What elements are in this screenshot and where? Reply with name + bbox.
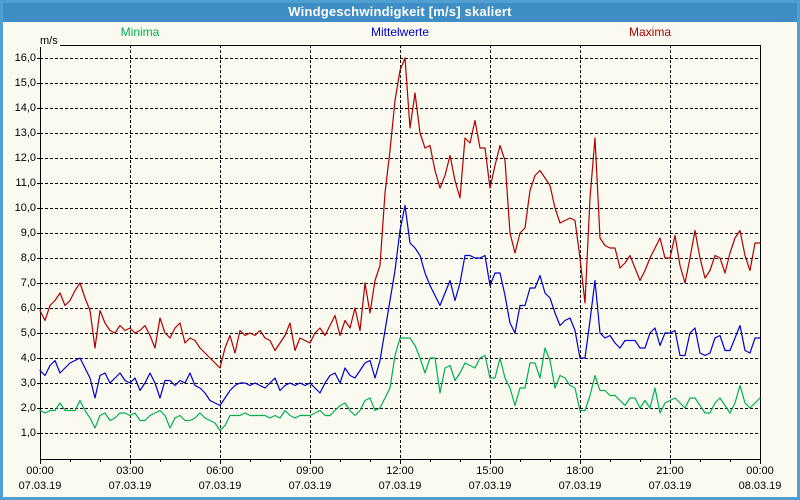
x-tick-time-label: 21:00 bbox=[656, 465, 684, 477]
y-tick-label: 10,0 bbox=[14, 202, 36, 214]
x-tick-date-label: 07.03.19 bbox=[288, 480, 332, 492]
y-tick-label: 7,0 bbox=[20, 277, 36, 289]
legend-label-maxima: Maxima bbox=[628, 25, 672, 39]
y-tick-label: 14,0 bbox=[14, 102, 36, 114]
x-tick-date-label: 07.03.19 bbox=[108, 480, 152, 492]
x-tick-date-label: 07.03.19 bbox=[198, 480, 242, 492]
y-tick-label: 9,0 bbox=[20, 227, 36, 239]
y-tick-label: 5,0 bbox=[20, 327, 36, 339]
series-line-mittelwerte bbox=[39, 204, 761, 407]
y-tick-label: 15,0 bbox=[14, 77, 36, 89]
y-tick-label: 6,0 bbox=[20, 302, 36, 314]
x-tick-date-label: 07.03.19 bbox=[558, 480, 602, 492]
x-tick-time-label: 09:00 bbox=[296, 465, 324, 477]
legend-label-mittelwerte: Mittelwerte bbox=[370, 25, 430, 39]
y-tick-label: 16,0 bbox=[14, 52, 36, 64]
x-tick-time-label: 12:00 bbox=[386, 465, 414, 477]
x-tick-date-label: 07.03.19 bbox=[648, 480, 692, 492]
x-tick-time-label: 06:00 bbox=[206, 465, 234, 477]
y-tick-label: 4,0 bbox=[20, 352, 36, 364]
legend-label-minima: Minima bbox=[120, 25, 160, 39]
x-tick-time-label: 00:00 bbox=[26, 465, 54, 477]
x-tick-time-label: 00:00 bbox=[746, 465, 774, 477]
series-line-minima bbox=[39, 337, 761, 432]
x-tick-date-label: 07.03.19 bbox=[468, 480, 512, 492]
y-tick-label: 11,0 bbox=[15, 177, 36, 189]
y-tick-label: 3,0 bbox=[20, 377, 36, 389]
x-tick-time-label: 15:00 bbox=[476, 465, 504, 477]
series-line-maxima bbox=[39, 57, 761, 369]
y-tick-label: 13,0 bbox=[14, 127, 36, 139]
x-tick-time-label: 03:00 bbox=[116, 465, 144, 477]
y-axis-unit-label: m/s bbox=[38, 35, 60, 47]
y-tick-label: 1,0 bbox=[20, 427, 36, 439]
titlebar: Windgeschwindigkeit [m/s] skaliert bbox=[0, 0, 800, 22]
x-tick-date-label: 07.03.19 bbox=[378, 480, 422, 492]
x-tick-date-label: 07.03.19 bbox=[18, 480, 62, 492]
x-tick-date-label: 08.03.19 bbox=[738, 480, 782, 492]
x-tick-time-label: 18:00 bbox=[566, 465, 594, 477]
y-tick-label: 12,0 bbox=[14, 152, 36, 164]
y-tick-label: 2,0 bbox=[20, 402, 36, 414]
y-tick-label: 8,0 bbox=[20, 252, 36, 264]
plot-border bbox=[40, 45, 761, 460]
window-title: Windgeschwindigkeit [m/s] skaliert bbox=[288, 3, 512, 19]
